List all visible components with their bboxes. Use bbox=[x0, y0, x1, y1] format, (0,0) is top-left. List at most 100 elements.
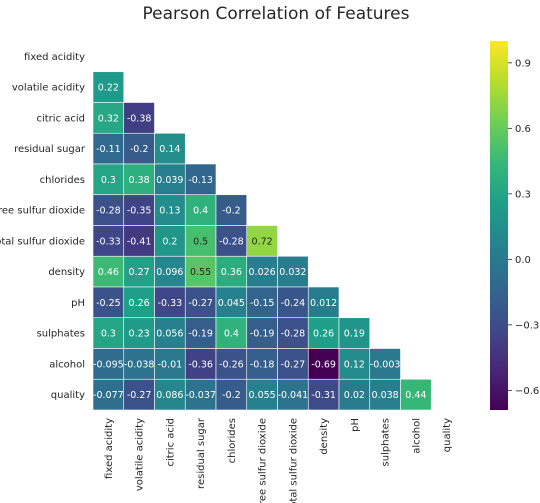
colorbar-gradient bbox=[490, 41, 508, 410]
heatmap-cell bbox=[92, 317, 125, 349]
cell-value-label: 0.13 bbox=[159, 206, 180, 217]
heatmap-cell bbox=[92, 225, 125, 257]
heatmap-cell bbox=[184, 378, 217, 411]
cell-value-label: 0.012 bbox=[310, 298, 337, 309]
cell-value-label: -0.01 bbox=[158, 359, 183, 370]
heatmap-cell bbox=[184, 194, 217, 226]
colorbar: 0.9 0.6 0.3 0.0 −0.3 −0.6 bbox=[490, 41, 539, 410]
cell-value-label: 0.096 bbox=[156, 267, 183, 278]
cell-value-label: -0.33 bbox=[96, 236, 121, 247]
heatmap-cell bbox=[215, 348, 248, 380]
heatmap-cell bbox=[154, 225, 186, 257]
heatmap-cell bbox=[246, 225, 278, 257]
heatmap-cell bbox=[92, 255, 125, 288]
cell-value-label: -0.038 bbox=[124, 359, 155, 370]
colorbar-tick-label: 0.0 bbox=[515, 255, 531, 266]
chart-title: Pearson Correlation of Features bbox=[143, 4, 410, 24]
heatmap-cell bbox=[277, 317, 309, 349]
y-tick-label: alcohol bbox=[49, 359, 85, 370]
heatmap-cell bbox=[215, 225, 248, 257]
y-tick-label: fixed acidity bbox=[24, 52, 85, 63]
cell-value-label: -0.31 bbox=[311, 390, 336, 401]
cell-value-label: -0.2 bbox=[222, 390, 241, 401]
cell-value-label: -0.38 bbox=[127, 113, 152, 124]
heatmap-cell bbox=[154, 348, 186, 380]
heatmap-cell bbox=[307, 348, 340, 380]
heatmap-cell bbox=[184, 348, 217, 380]
cell-value-label: -0.13 bbox=[188, 175, 213, 186]
cell-value-label: 0.039 bbox=[156, 175, 183, 186]
colorbar-tick-label: −0.6 bbox=[515, 386, 539, 397]
heatmap-cell bbox=[184, 317, 217, 349]
cell-value-label: 0.23 bbox=[129, 329, 150, 340]
heatmap-cell bbox=[400, 378, 432, 411]
x-tick-label: quality bbox=[442, 418, 453, 452]
cell-value-label: 0.36 bbox=[221, 267, 242, 278]
cell-value-label: 0.4 bbox=[193, 206, 208, 217]
cell-value-label: -0.33 bbox=[158, 298, 183, 309]
x-tick-label: chlorides bbox=[227, 418, 238, 463]
cell-value-label: -0.27 bbox=[188, 298, 213, 309]
heatmap-cell bbox=[184, 255, 217, 288]
cell-value-label: -0.35 bbox=[127, 206, 152, 217]
heatmap-cell bbox=[123, 163, 155, 196]
cell-value-label: -0.041 bbox=[278, 390, 309, 401]
y-tick-label: quality bbox=[51, 390, 85, 401]
heatmap-cell bbox=[154, 286, 186, 319]
cell-value-label: 0.72 bbox=[252, 236, 273, 247]
cell-value-label: 0.22 bbox=[98, 83, 119, 94]
x-tick-label: citric acid bbox=[165, 418, 176, 467]
heatmap-cell bbox=[123, 225, 155, 257]
heatmap-cell bbox=[338, 317, 371, 349]
cell-value-label: -0.27 bbox=[281, 359, 306, 370]
cell-value-label: -0.003 bbox=[370, 359, 401, 370]
y-tick-label: citric acid bbox=[36, 113, 85, 124]
cell-value-label: -0.26 bbox=[219, 359, 244, 370]
heatmap-grid: 0.22 0.32 -0.38 -0.11 -0.2 0.14 0.3 0.38 0.039 -0… bbox=[92, 71, 432, 411]
colorbar-tick-label: 0.6 bbox=[515, 124, 531, 135]
x-tick-label: volatile acidity bbox=[135, 418, 146, 491]
cell-value-label: 0.2 bbox=[162, 236, 177, 247]
cell-value-label: -0.11 bbox=[96, 144, 121, 155]
y-tick-label: total sulfur dioxide bbox=[0, 236, 85, 247]
cell-value-label: 0.26 bbox=[313, 329, 334, 340]
cell-value-label: -0.19 bbox=[188, 329, 213, 340]
cell-value-label: -0.69 bbox=[311, 359, 336, 370]
cell-value-label: -0.2 bbox=[222, 206, 241, 217]
cell-value-label: 0.055 bbox=[249, 390, 276, 401]
x-tick-label: total sulfur dioxide bbox=[288, 418, 299, 503]
cell-value-label: -0.095 bbox=[93, 359, 124, 370]
heatmap-cell bbox=[92, 71, 125, 103]
cell-value-label: 0.19 bbox=[344, 329, 365, 340]
cell-value-label: 0.26 bbox=[129, 298, 150, 309]
x-tick-label: density bbox=[319, 418, 330, 455]
cell-value-label: -0.077 bbox=[93, 390, 124, 401]
y-tick-label: volatile acidity bbox=[12, 83, 85, 94]
x-axis-tick-labels: fixed acidity volatile acidity citric acid… bbox=[104, 417, 453, 503]
cell-value-label: -0.36 bbox=[188, 359, 213, 370]
heatmap-cell bbox=[338, 348, 371, 380]
heatmap-cell bbox=[123, 378, 155, 411]
cell-value-label: -0.18 bbox=[250, 359, 275, 370]
y-tick-label: density bbox=[48, 267, 85, 278]
cell-value-label: 0.55 bbox=[190, 267, 211, 278]
heatmap-cell bbox=[123, 348, 155, 380]
x-tick-label: alcohol bbox=[411, 418, 422, 454]
cell-value-label: 0.12 bbox=[344, 359, 365, 370]
cell-value-label: -0.25 bbox=[96, 298, 121, 309]
x-tick-label: pH bbox=[350, 418, 361, 432]
cell-value-label: 0.27 bbox=[129, 267, 150, 278]
heatmap-cell bbox=[123, 255, 155, 288]
cell-value-label: -0.28 bbox=[281, 329, 306, 340]
heatmap-cell bbox=[246, 348, 278, 380]
cell-value-label: 0.14 bbox=[159, 144, 180, 155]
y-tick-label: sulphates bbox=[37, 329, 85, 340]
heatmap-cell bbox=[215, 378, 248, 411]
heatmap-cell bbox=[277, 378, 309, 411]
cell-value-label: -0.037 bbox=[185, 390, 216, 401]
cell-value-label: 0.38 bbox=[129, 175, 150, 186]
x-tick-label: sulphates bbox=[381, 418, 392, 466]
cell-value-label: -0.15 bbox=[250, 298, 275, 309]
cell-value-label: 0.056 bbox=[156, 329, 183, 340]
